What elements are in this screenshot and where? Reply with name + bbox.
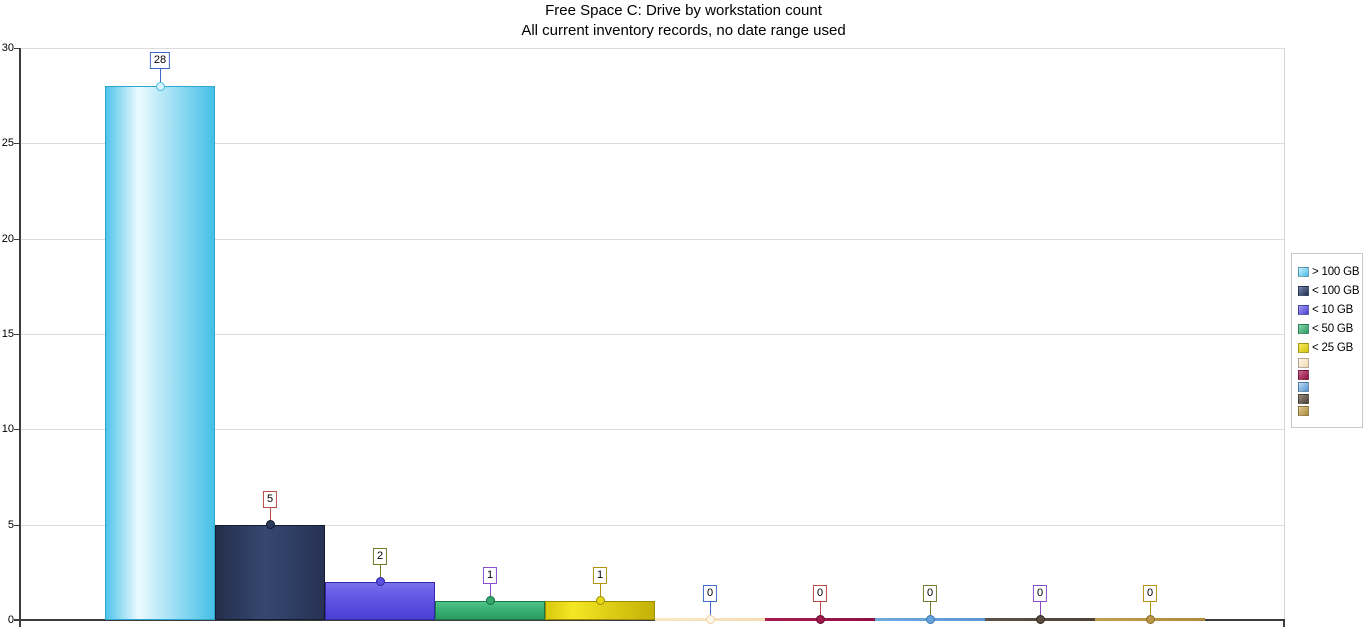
legend-swatch-4 bbox=[1298, 323, 1309, 334]
callout-line-8 bbox=[930, 602, 931, 615]
data-marker-2 bbox=[265, 520, 275, 530]
legend-item-7 bbox=[1292, 369, 1362, 381]
legend-item-5: < 25 GB bbox=[1292, 338, 1362, 357]
data-label-7: 0 bbox=[812, 585, 828, 602]
y-axis-tick-label: 15 bbox=[1, 328, 14, 340]
y-axis-tick-label: 5 bbox=[7, 518, 14, 531]
legend-swatch-5 bbox=[1298, 342, 1309, 353]
callout-line-1 bbox=[160, 69, 161, 83]
callout-line-10 bbox=[1150, 602, 1151, 615]
data-label-2: 5 bbox=[262, 490, 278, 508]
data-marker-3 bbox=[375, 577, 385, 587]
legend-box: > 100 GB < 100 GB < 10 GB < 50 GB < 25 GB bbox=[1291, 253, 1363, 428]
legend-swatch-8 bbox=[1298, 382, 1309, 392]
legend-swatch-3 bbox=[1298, 304, 1309, 315]
callout-line-9 bbox=[1040, 602, 1041, 615]
y-axis-tick-label: 0 bbox=[7, 614, 14, 626]
data-marker-9 bbox=[1035, 614, 1045, 624]
legend-item-label: > 100 GB bbox=[1312, 265, 1360, 278]
data-marker-1 bbox=[155, 81, 165, 91]
y-gridline bbox=[20, 238, 1285, 240]
y-axis-tick-label: 30 bbox=[1, 42, 14, 54]
legend-item-6 bbox=[1292, 357, 1362, 369]
y-axis-tick-label: 25 bbox=[1, 137, 14, 150]
legend-swatch-7 bbox=[1298, 370, 1309, 380]
y-gridline bbox=[20, 48, 1285, 49]
y-axis-tick bbox=[14, 143, 20, 145]
legend-item-label: < 10 GB bbox=[1312, 303, 1354, 316]
legend-item-1: > 100 GB bbox=[1292, 262, 1362, 281]
bar-2 bbox=[215, 524, 325, 620]
y-axis-tick-label: 10 bbox=[1, 423, 14, 436]
bar-1 bbox=[105, 86, 215, 620]
legend-item-9 bbox=[1292, 393, 1362, 405]
y-axis-tick bbox=[14, 429, 20, 431]
data-marker-8 bbox=[925, 614, 935, 624]
data-label-8: 0 bbox=[922, 585, 938, 602]
data-marker-10 bbox=[1145, 614, 1155, 624]
legend-swatch-6 bbox=[1298, 358, 1309, 368]
chart-subtitle: All current inventory records, no date r… bbox=[521, 22, 846, 39]
y-axis-tick bbox=[14, 334, 20, 335]
legend-item-3: < 10 GB bbox=[1292, 300, 1362, 319]
bar-3 bbox=[325, 581, 435, 620]
data-label-4: 1 bbox=[482, 566, 498, 584]
data-marker-6 bbox=[705, 614, 715, 624]
y-axis-tick bbox=[14, 238, 20, 240]
data-marker-5 bbox=[595, 596, 605, 606]
data-marker-4 bbox=[485, 596, 495, 606]
legend-swatch-9 bbox=[1298, 394, 1309, 404]
y-axis-tick bbox=[14, 48, 20, 49]
data-label-9: 0 bbox=[1032, 585, 1048, 602]
callout-line-5 bbox=[600, 583, 601, 597]
y-gridline bbox=[20, 143, 1285, 145]
legend-swatch-2 bbox=[1298, 285, 1309, 296]
plot-right-border bbox=[1284, 48, 1285, 620]
callout-line-7 bbox=[820, 602, 821, 615]
data-label-5: 1 bbox=[592, 566, 608, 584]
legend-item-10 bbox=[1292, 405, 1362, 417]
y-gridline bbox=[20, 334, 1285, 335]
data-label-1: 28 bbox=[149, 52, 171, 70]
data-marker-7 bbox=[815, 614, 825, 624]
callout-line-6 bbox=[710, 602, 711, 615]
legend-item-label: < 25 GB bbox=[1312, 341, 1354, 354]
y-axis-line bbox=[19, 48, 21, 627]
y-axis-tick bbox=[14, 524, 20, 526]
legend-swatch-1 bbox=[1298, 266, 1309, 277]
data-label-10: 0 bbox=[1142, 585, 1158, 602]
legend-item-label: < 50 GB bbox=[1312, 322, 1354, 335]
callout-line-4 bbox=[490, 583, 491, 597]
legend-item-label: < 100 GB bbox=[1312, 284, 1360, 297]
y-gridline bbox=[20, 429, 1285, 431]
legend-item-2: < 100 GB bbox=[1292, 281, 1362, 300]
data-label-3: 2 bbox=[372, 547, 388, 565]
x-axis-line bbox=[14, 619, 1285, 621]
legend-item-4: < 50 GB bbox=[1292, 319, 1362, 338]
callout-line-3 bbox=[380, 564, 381, 578]
callout-line-2 bbox=[270, 507, 271, 521]
x-axis-end-tick bbox=[1283, 619, 1285, 627]
legend-swatch-10 bbox=[1298, 406, 1309, 416]
y-gridline bbox=[20, 524, 1285, 526]
chart-title: Free Space C: Drive by workstation count bbox=[545, 2, 822, 19]
data-label-6: 0 bbox=[702, 585, 718, 602]
legend-item-8 bbox=[1292, 381, 1362, 393]
y-axis-tick-label: 20 bbox=[1, 232, 14, 245]
